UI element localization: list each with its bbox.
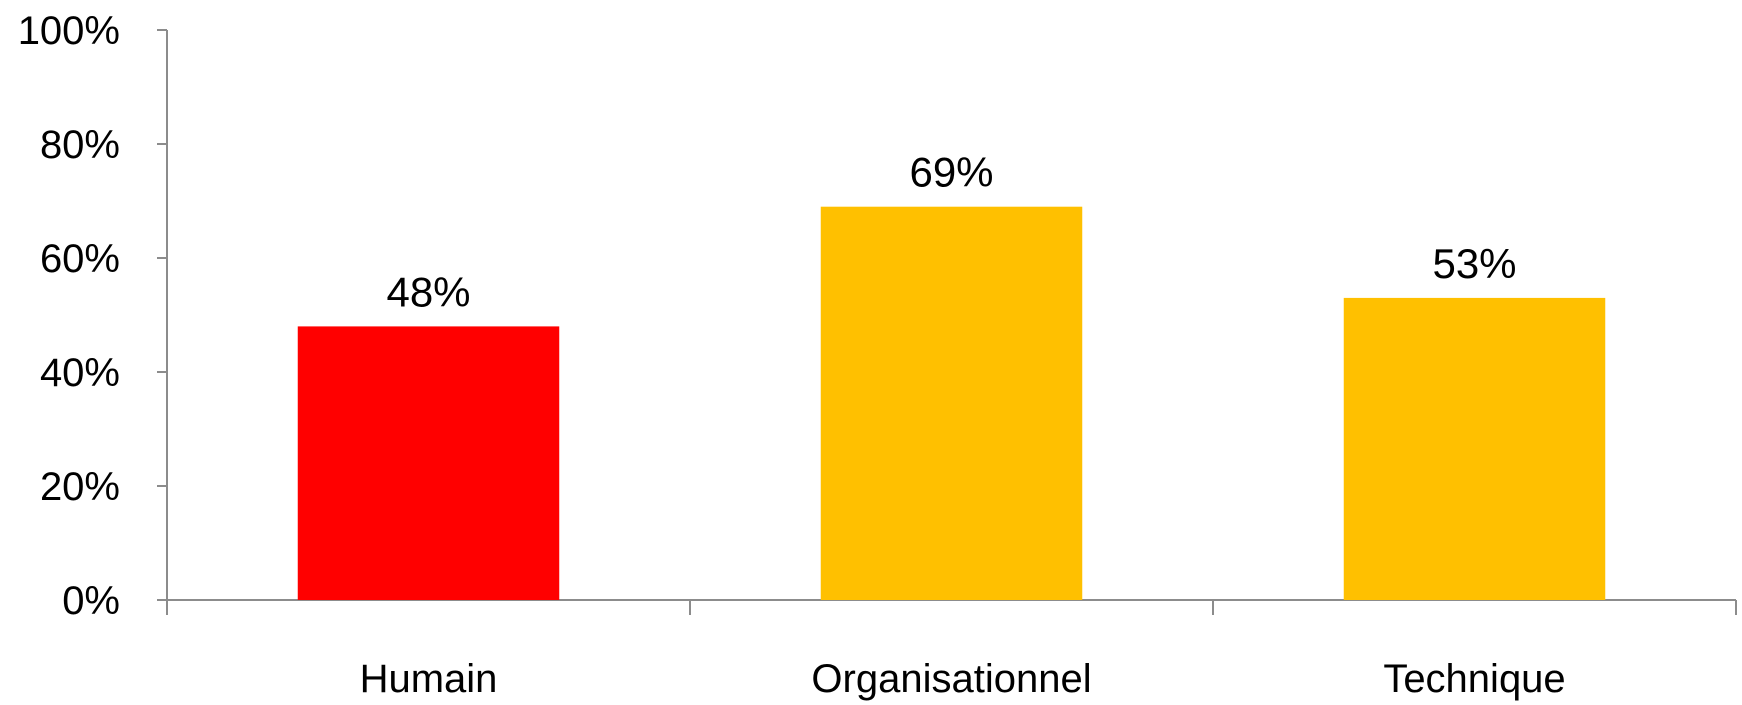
data-label: 53% [1432,240,1516,287]
y-tick-label: 60% [40,237,120,281]
x-axis: Humain Organisationnel Technique [166,599,1737,701]
y-tick-label: 80% [40,123,120,167]
data-labels: 48% 69% 53% [386,149,1516,316]
x-category-label: Organisationnel [811,657,1091,701]
y-tick-label: 0% [62,579,120,623]
bars [297,206,1606,600]
x-category-label: Technique [1383,657,1565,701]
bar-organisationnel [820,206,1083,600]
y-tick-label: 40% [40,351,120,395]
data-label: 48% [386,268,470,315]
bar-humain [297,326,560,600]
bar-technique [1343,297,1606,600]
y-tick-label: 20% [40,465,120,509]
y-tick-label: 100% [18,9,120,53]
data-label: 69% [909,149,993,196]
x-category-label: Humain [360,657,498,701]
y-axis: 0% 20% 40% 60% 80% 100% [18,9,168,623]
